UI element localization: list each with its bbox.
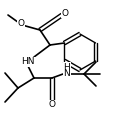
Text: N: N	[63, 70, 70, 78]
Text: HN: HN	[21, 57, 34, 67]
Text: H: H	[63, 63, 70, 72]
Text: O: O	[61, 8, 68, 17]
Text: O: O	[48, 101, 55, 110]
Text: O: O	[17, 19, 24, 29]
